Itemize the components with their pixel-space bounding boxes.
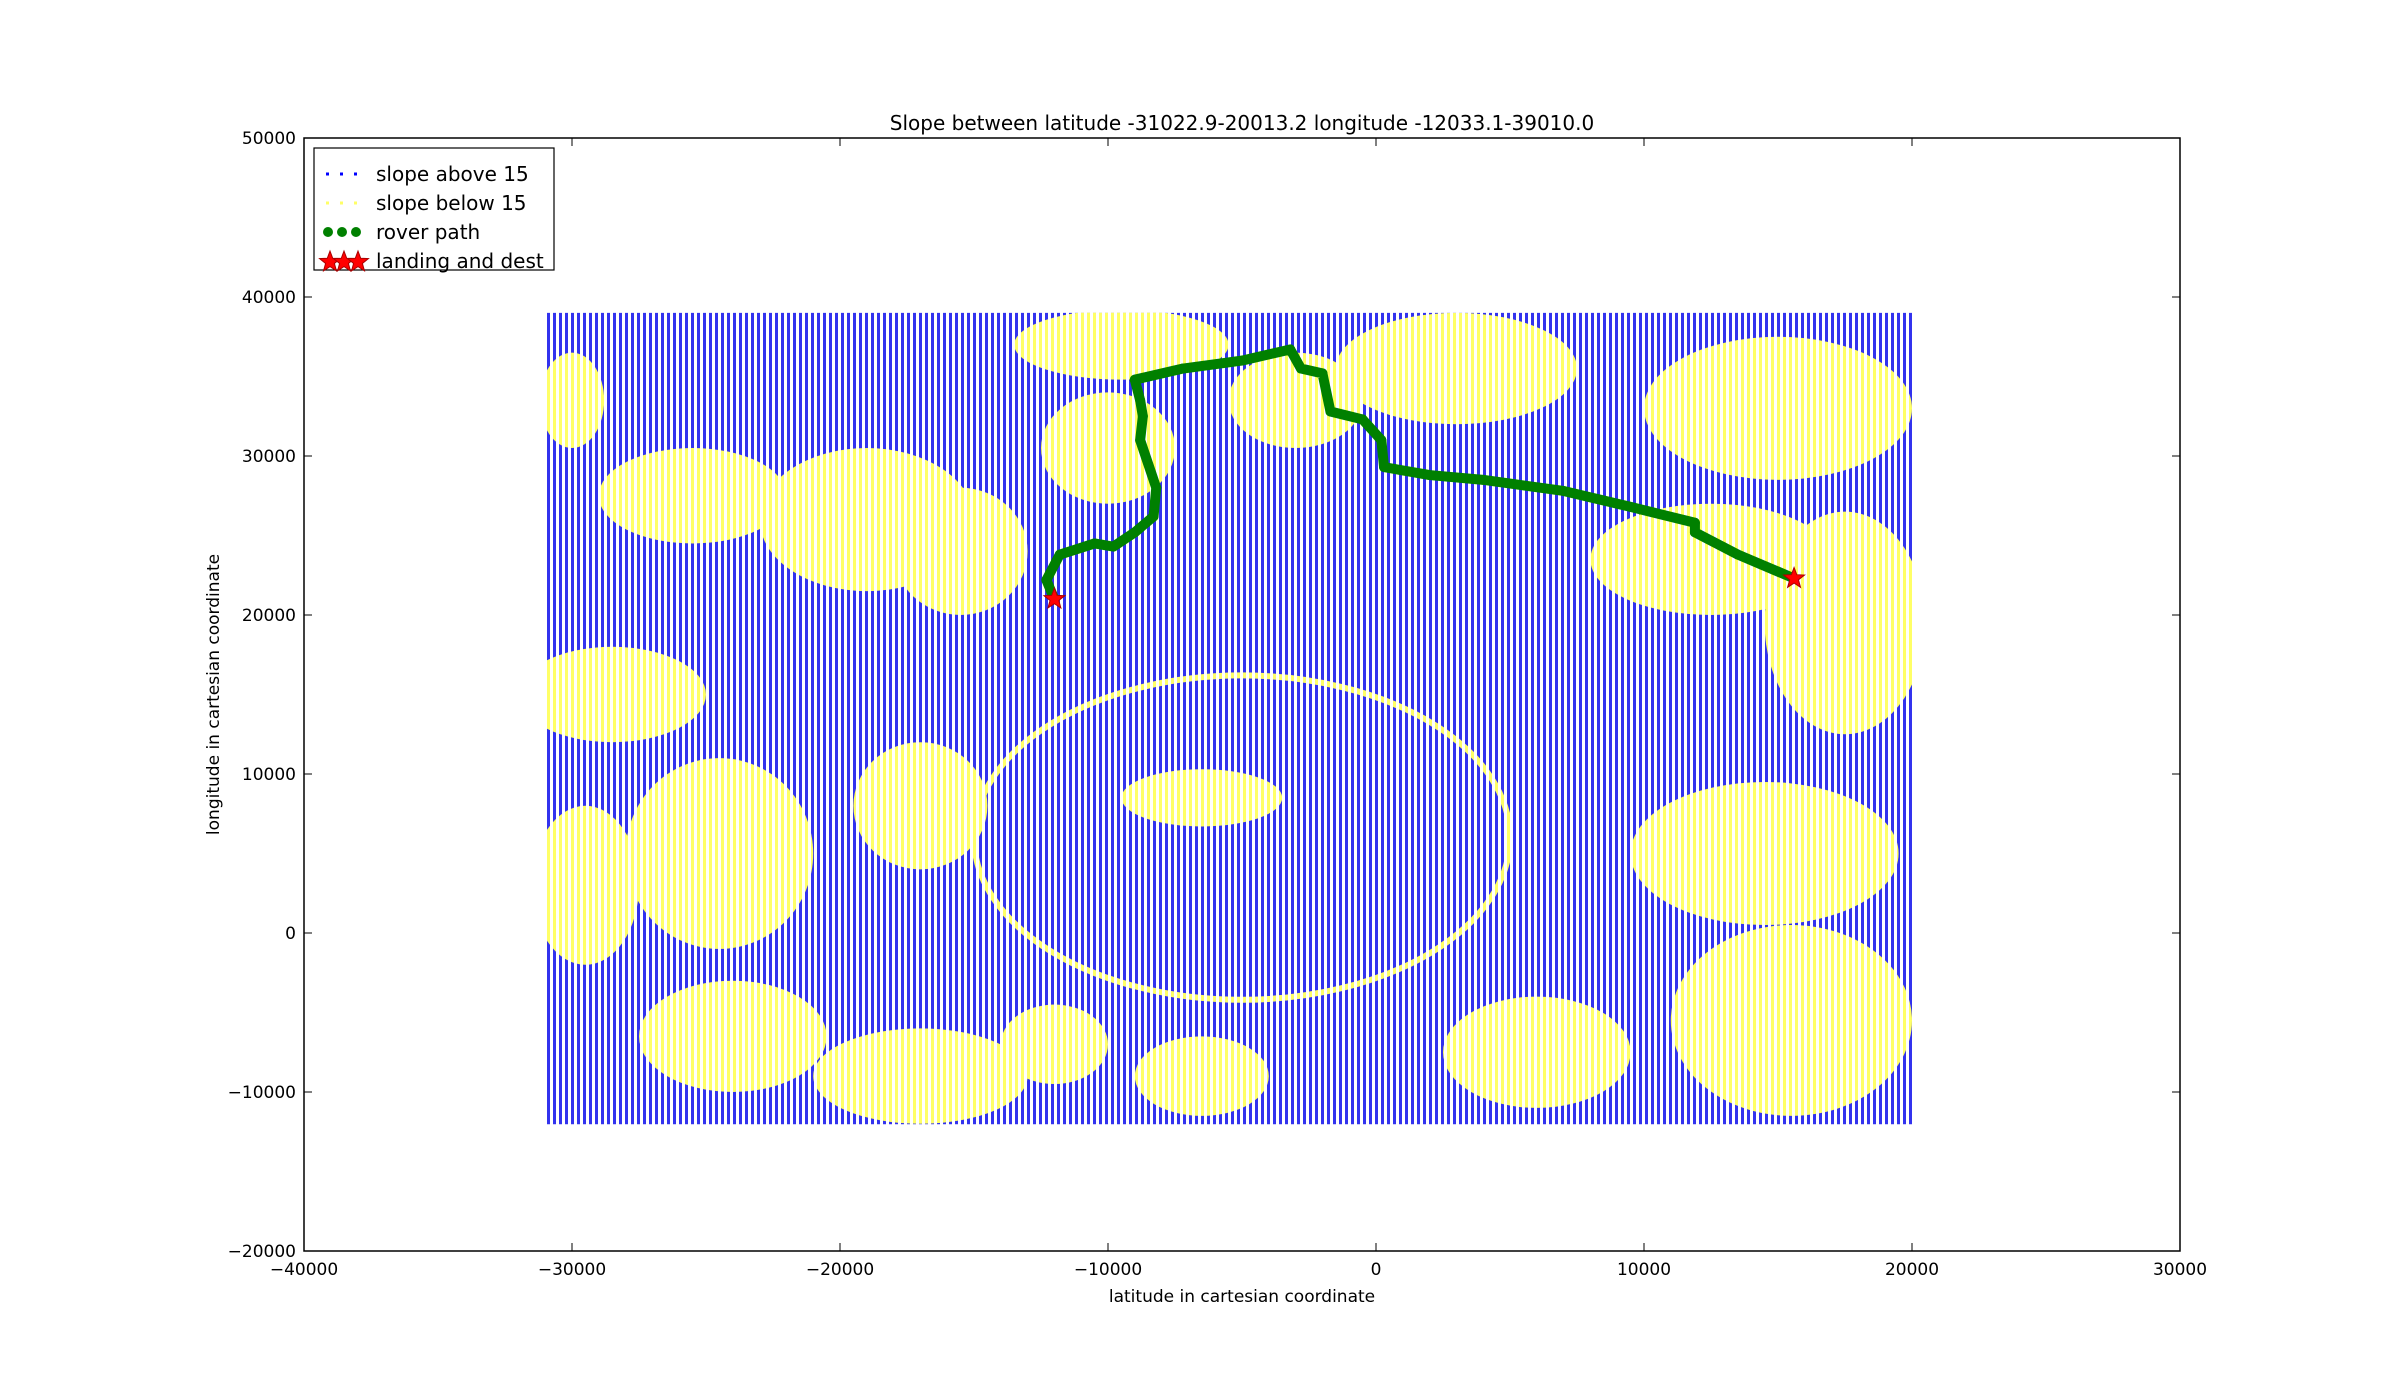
slope-below-15-region bbox=[625, 758, 814, 949]
legend-point-marker bbox=[326, 172, 329, 176]
legend-entry: landing and dest bbox=[318, 249, 544, 273]
rover-path-point bbox=[1317, 368, 1328, 379]
rover-path-point bbox=[1137, 411, 1148, 422]
slope-below-15-region bbox=[1443, 996, 1631, 1108]
slope-below-15-region bbox=[1228, 352, 1363, 449]
slope-below-15-region bbox=[853, 742, 988, 870]
legend-circle-marker bbox=[351, 227, 361, 237]
rover-path-point bbox=[1689, 517, 1700, 528]
rover-path-point bbox=[1135, 395, 1146, 406]
slope-below-15-region bbox=[1014, 312, 1229, 380]
legend-circle-marker bbox=[337, 227, 347, 237]
y-tick-label: 50000 bbox=[242, 129, 296, 149]
y-axis-ticks: −20000 −10000 0 10000 20000 30000 40000 50000 bbox=[228, 129, 2180, 1262]
slope-below-15-region bbox=[1764, 511, 1913, 735]
legend-label: slope below 15 bbox=[376, 191, 527, 215]
legend-box bbox=[313, 147, 555, 271]
rover-path-point bbox=[1285, 344, 1296, 355]
legend-entry: slope above 15 bbox=[326, 162, 529, 186]
slope-below-15-region bbox=[544, 352, 605, 449]
crater-rim-ring bbox=[971, 672, 1513, 1003]
slope-below-15-region bbox=[1121, 769, 1283, 827]
rover-path-point bbox=[1379, 462, 1390, 473]
x-tick-label: 10000 bbox=[1617, 1260, 1671, 1280]
legend-label: landing and dest bbox=[376, 249, 544, 273]
slope-below-15-region bbox=[544, 805, 639, 965]
crater-rim-points bbox=[971, 672, 1513, 1003]
rover-path-point bbox=[1424, 470, 1435, 481]
x-tick-label: 20000 bbox=[1885, 1260, 1939, 1280]
y-tick-label: 40000 bbox=[242, 288, 296, 308]
legend: slope above 15 slope below 15 rover path la… bbox=[313, 147, 555, 273]
y-tick-label: −10000 bbox=[228, 1083, 296, 1103]
rover-path-point bbox=[1325, 406, 1336, 417]
chart-title: Slope between latitude -31022.9-20013.2 … bbox=[890, 111, 1594, 135]
y-tick-label: 10000 bbox=[242, 765, 296, 785]
x-axis-label: latitude in cartesian coordinate bbox=[1109, 1287, 1375, 1307]
rover-path-point bbox=[1295, 363, 1306, 374]
landing-and-dest-markers bbox=[1042, 566, 1806, 610]
x-tick-label: −20000 bbox=[806, 1260, 874, 1280]
legend-entry: slope below 15 bbox=[326, 191, 527, 215]
rover-path-point bbox=[1108, 541, 1119, 552]
rover-path-point bbox=[1151, 482, 1162, 493]
legend-point-marker bbox=[340, 201, 343, 205]
rover-path-point bbox=[1041, 575, 1052, 586]
slope-below-15-region bbox=[1000, 1004, 1108, 1085]
data-layer bbox=[544, 312, 1913, 1125]
star-marker bbox=[1042, 586, 1067, 610]
slope-below-15-region bbox=[1335, 312, 1577, 425]
legend-point-marker bbox=[326, 201, 329, 205]
legend-circle-marker bbox=[323, 227, 333, 237]
rover-path-point bbox=[1732, 549, 1743, 560]
y-tick-label: 30000 bbox=[242, 447, 296, 467]
legend-label: slope above 15 bbox=[376, 162, 529, 186]
rover-path-point bbox=[1376, 435, 1387, 446]
y-axis-label: longitude in cartesian coordinate bbox=[204, 554, 224, 835]
x-tick-label: −10000 bbox=[1074, 1260, 1142, 1280]
rover-path-point bbox=[1178, 363, 1189, 374]
rover-path-point bbox=[1129, 527, 1140, 538]
star-marker bbox=[1782, 566, 1806, 589]
legend-label: rover path bbox=[376, 220, 480, 244]
x-tick-label: −30000 bbox=[538, 1260, 606, 1280]
plot-frame bbox=[303, 137, 2181, 1252]
slope-below-15-region bbox=[639, 980, 827, 1092]
slope-below-15-region bbox=[1644, 336, 1912, 480]
rover-path-point bbox=[1148, 511, 1159, 522]
rover-path-point bbox=[1135, 435, 1146, 446]
legend-entry: rover path bbox=[323, 220, 480, 244]
rover-path-point bbox=[1558, 485, 1569, 496]
rover-path-point bbox=[1129, 374, 1140, 385]
slope-below-15-region bbox=[544, 646, 706, 743]
x-axis-ticks: −40000 −30000 −20000 −10000 0 10000 20000 30000 bbox=[270, 138, 2207, 1280]
slope-below-15-regions bbox=[544, 312, 1913, 1124]
x-tick-label: 30000 bbox=[2153, 1260, 2207, 1280]
legend-point-marker bbox=[354, 201, 357, 205]
rover-path-point bbox=[1625, 501, 1636, 512]
y-tick-label: −20000 bbox=[228, 1242, 296, 1262]
y-tick-label: 0 bbox=[285, 924, 296, 944]
slope-below-15-region bbox=[813, 1028, 1028, 1124]
legend-star-marker bbox=[346, 249, 370, 273]
legend-point-marker bbox=[340, 172, 343, 176]
x-tick-label: 0 bbox=[1371, 1260, 1382, 1280]
slope-below-15-region bbox=[1134, 1036, 1269, 1116]
y-tick-label: 20000 bbox=[242, 606, 296, 626]
rover-path-point bbox=[1089, 538, 1100, 549]
rover-path-point bbox=[1054, 549, 1065, 560]
slope-below-15-region bbox=[598, 448, 787, 544]
rover-path-point bbox=[1689, 527, 1700, 538]
rover-path-point bbox=[1357, 414, 1368, 425]
slope-below-15-region bbox=[1670, 925, 1912, 1116]
slope-below-15-region bbox=[893, 487, 1028, 615]
legend-point-marker bbox=[354, 172, 357, 176]
slope-below-15-region bbox=[1630, 781, 1899, 926]
rover-path-point bbox=[1237, 355, 1247, 366]
x-tick-label: −40000 bbox=[270, 1260, 338, 1280]
rover-path-point bbox=[1478, 474, 1489, 485]
